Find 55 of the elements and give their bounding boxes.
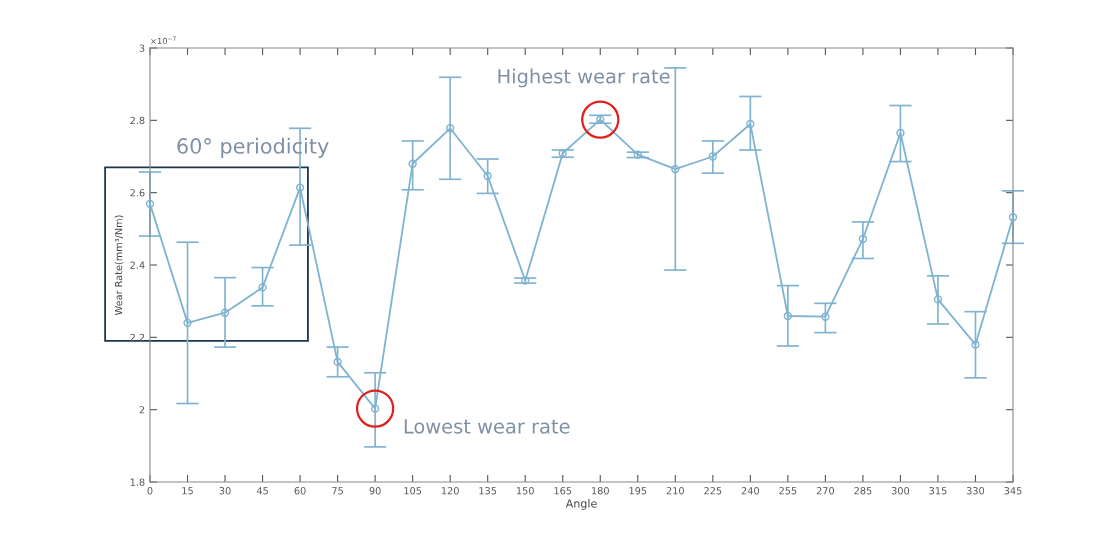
- point: [183, 318, 192, 328]
- x-tick-label: 300: [891, 487, 910, 495]
- x-tick-label: 90: [369, 487, 381, 495]
- point: [896, 128, 905, 138]
- x-tick-label: 135: [479, 487, 497, 495]
- x-tick-label: 150: [517, 487, 534, 495]
- point: [333, 357, 342, 367]
- y-tick-label: 1.8: [130, 478, 145, 486]
- x-tick-label: 105: [404, 487, 422, 495]
- y-tick-label: 2: [139, 406, 145, 414]
- point: [1008, 213, 1018, 222]
- x-tick-label: 330: [966, 487, 985, 495]
- y-tick-label: 3: [139, 44, 145, 52]
- y-tick-label: 2.6: [130, 189, 145, 197]
- point: [971, 340, 980, 349]
- x-tick-label: 225: [704, 487, 722, 495]
- x-tick-label: 45: [256, 487, 268, 495]
- x-tick-label: 285: [854, 487, 872, 495]
- x-tick-label: 210: [666, 487, 684, 495]
- annotation: Lowest wear rate: [404, 419, 570, 434]
- y-tick-label: 2.8: [130, 116, 145, 125]
- y-tick-label: 2.2: [130, 333, 145, 342]
- point: [446, 124, 455, 133]
- point: [483, 171, 492, 181]
- annotation: Highest wear rate: [498, 68, 670, 88]
- x-axis-title: Angle: [565, 499, 597, 510]
- x-tick-label: 180: [592, 487, 609, 495]
- x-tick-label: 30: [219, 487, 231, 495]
- x-tick-label: 315: [929, 487, 947, 495]
- point: [295, 183, 305, 192]
- point: [858, 234, 868, 244]
- point: [671, 164, 680, 174]
- x-tick-label: 240: [741, 487, 759, 495]
- x-tick-label: 15: [182, 487, 193, 495]
- y-axis-title: Wear Rate(mm³/Nm): [114, 215, 124, 316]
- point: [408, 159, 417, 168]
- x-tick-label: 0: [147, 487, 153, 495]
- point: [258, 283, 267, 292]
- point: [145, 199, 155, 209]
- x-tick-label: 255: [779, 487, 797, 495]
- x-tick-label: 345: [1004, 487, 1022, 495]
- point: [220, 308, 230, 317]
- point: [933, 295, 943, 304]
- y-tick-label: 2.4: [130, 261, 145, 269]
- text: ×10$^{−7}$: [151, 36, 176, 45]
- x-tick-label: 60: [294, 487, 306, 495]
- point: [821, 312, 830, 321]
- x-tick-label: 270: [816, 487, 835, 495]
- point: [783, 311, 793, 321]
- point: [708, 152, 717, 161]
- point: [746, 119, 755, 129]
- x-tick-label: 120: [441, 487, 459, 495]
- x-tick-label: 75: [332, 487, 343, 495]
- x-tick-label: 195: [629, 487, 647, 495]
- x-tick-label: 165: [554, 487, 572, 495]
